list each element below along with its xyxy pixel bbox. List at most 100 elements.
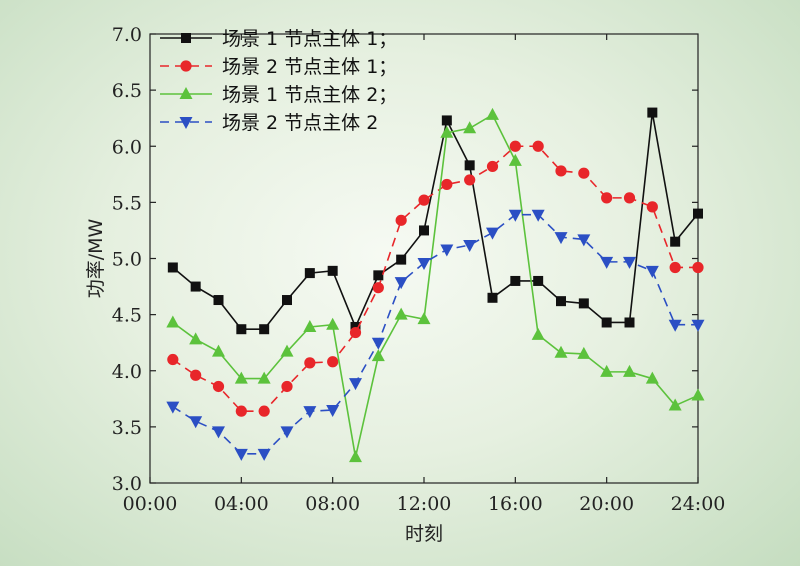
data-point [189, 416, 203, 429]
data-point [601, 192, 613, 204]
data-point [326, 317, 340, 330]
data-point [647, 107, 658, 118]
legend-marker [179, 87, 193, 99]
x-tick-label: 00:00 [123, 493, 178, 515]
x-tick-label: 24:00 [671, 493, 726, 515]
data-point [304, 268, 315, 279]
data-point [464, 160, 475, 171]
data-point [510, 275, 521, 286]
data-point [669, 261, 681, 274]
data-point [326, 405, 340, 418]
data-point [304, 357, 316, 369]
data-point [349, 450, 362, 463]
x-tick-label: 20:00 [579, 493, 634, 515]
data-point [464, 174, 476, 186]
data-point [463, 121, 477, 134]
data-point [646, 201, 658, 213]
y-tick-label: 3.5 [112, 417, 142, 439]
data-point [441, 115, 452, 126]
data-point [349, 378, 362, 391]
data-point [463, 240, 477, 253]
data-point [257, 448, 271, 461]
data-point [282, 295, 292, 306]
x-tick-label: 16:00 [488, 493, 543, 515]
x-axis-title: 时刻 [405, 523, 443, 545]
data-point [486, 160, 499, 173]
data-point [508, 153, 522, 166]
data-point [349, 326, 362, 339]
data-point [235, 405, 247, 417]
data-point [623, 256, 636, 269]
data-point [236, 324, 247, 335]
data-point [212, 426, 225, 439]
data-point [190, 281, 201, 292]
legend-label: 场景 1 节点主体 1； [222, 28, 397, 50]
data-point [508, 209, 522, 222]
legend: 场景 1 节点主体 1； 场景 2 节点主体 1； 场景 1 节点主体 2； 场景 2… [160, 28, 397, 134]
data-point [531, 327, 545, 340]
data-point [234, 448, 248, 461]
data-point [440, 244, 454, 257]
data-point [280, 344, 294, 357]
data-point [691, 388, 705, 401]
data-point [531, 209, 545, 222]
y-tick-label: 4.0 [112, 361, 142, 383]
data-point [601, 317, 612, 328]
y-tick-label: 6.0 [112, 136, 142, 158]
x-tick-label: 12:00 [397, 493, 452, 515]
plot-series [166, 107, 705, 463]
legend-entry: 场景 1 节点主体 2； [160, 84, 397, 106]
data-point [533, 275, 544, 286]
data-point [578, 298, 589, 309]
legend-marker [181, 33, 191, 43]
y-tick-label: 3.0 [112, 473, 142, 495]
legend-label: 场景 2 节点主体 1； [222, 56, 397, 78]
data-point [486, 107, 499, 120]
data-point [693, 208, 703, 219]
data-point [259, 324, 270, 335]
data-point [578, 167, 590, 179]
data-point [532, 140, 544, 152]
y-tick-label: 6.5 [112, 80, 142, 102]
legend-label: 场景 2 节点主体 2 [222, 112, 378, 134]
data-point [623, 192, 636, 204]
data-point [394, 277, 408, 290]
data-point [350, 321, 361, 332]
series-1 [167, 107, 703, 335]
data-point [373, 270, 384, 281]
data-point [280, 426, 294, 439]
data-point [327, 356, 339, 368]
data-point [258, 405, 270, 417]
legend-entry: 场景 1 节点主体 1； [160, 28, 397, 50]
data-point [189, 332, 203, 345]
data-point [327, 265, 338, 276]
series-line [172, 113, 699, 458]
x-axis-ticks: 00:00 04:00 08:00 12:00 16:00 20:00 24:00 [123, 34, 726, 515]
data-point [600, 256, 614, 269]
series-line [172, 213, 698, 455]
data-point [486, 227, 499, 240]
data-point [692, 261, 704, 274]
data-point [166, 401, 180, 414]
legend-entry: 场景 2 节点主体 1； [160, 56, 397, 78]
data-point [395, 214, 407, 226]
y-tick-label: 4.5 [112, 305, 142, 327]
x-tick-label: 04:00 [214, 493, 269, 515]
data-point [556, 296, 566, 307]
data-point [670, 236, 681, 247]
y-axis-title: 功率/MW [85, 219, 107, 299]
series-4 [166, 209, 705, 461]
legend-label: 场景 1 节点主体 2； [222, 84, 397, 106]
data-point [555, 165, 567, 177]
data-point [303, 406, 317, 419]
data-point [167, 262, 178, 273]
x-tick-label: 08:00 [305, 493, 360, 515]
legend-entry: 场景 2 节点主体 2 [160, 112, 378, 134]
data-point [691, 319, 705, 332]
data-point [167, 353, 179, 366]
legend-marker [180, 60, 192, 72]
data-point [418, 194, 430, 206]
data-point [417, 257, 431, 270]
data-point [624, 317, 635, 328]
